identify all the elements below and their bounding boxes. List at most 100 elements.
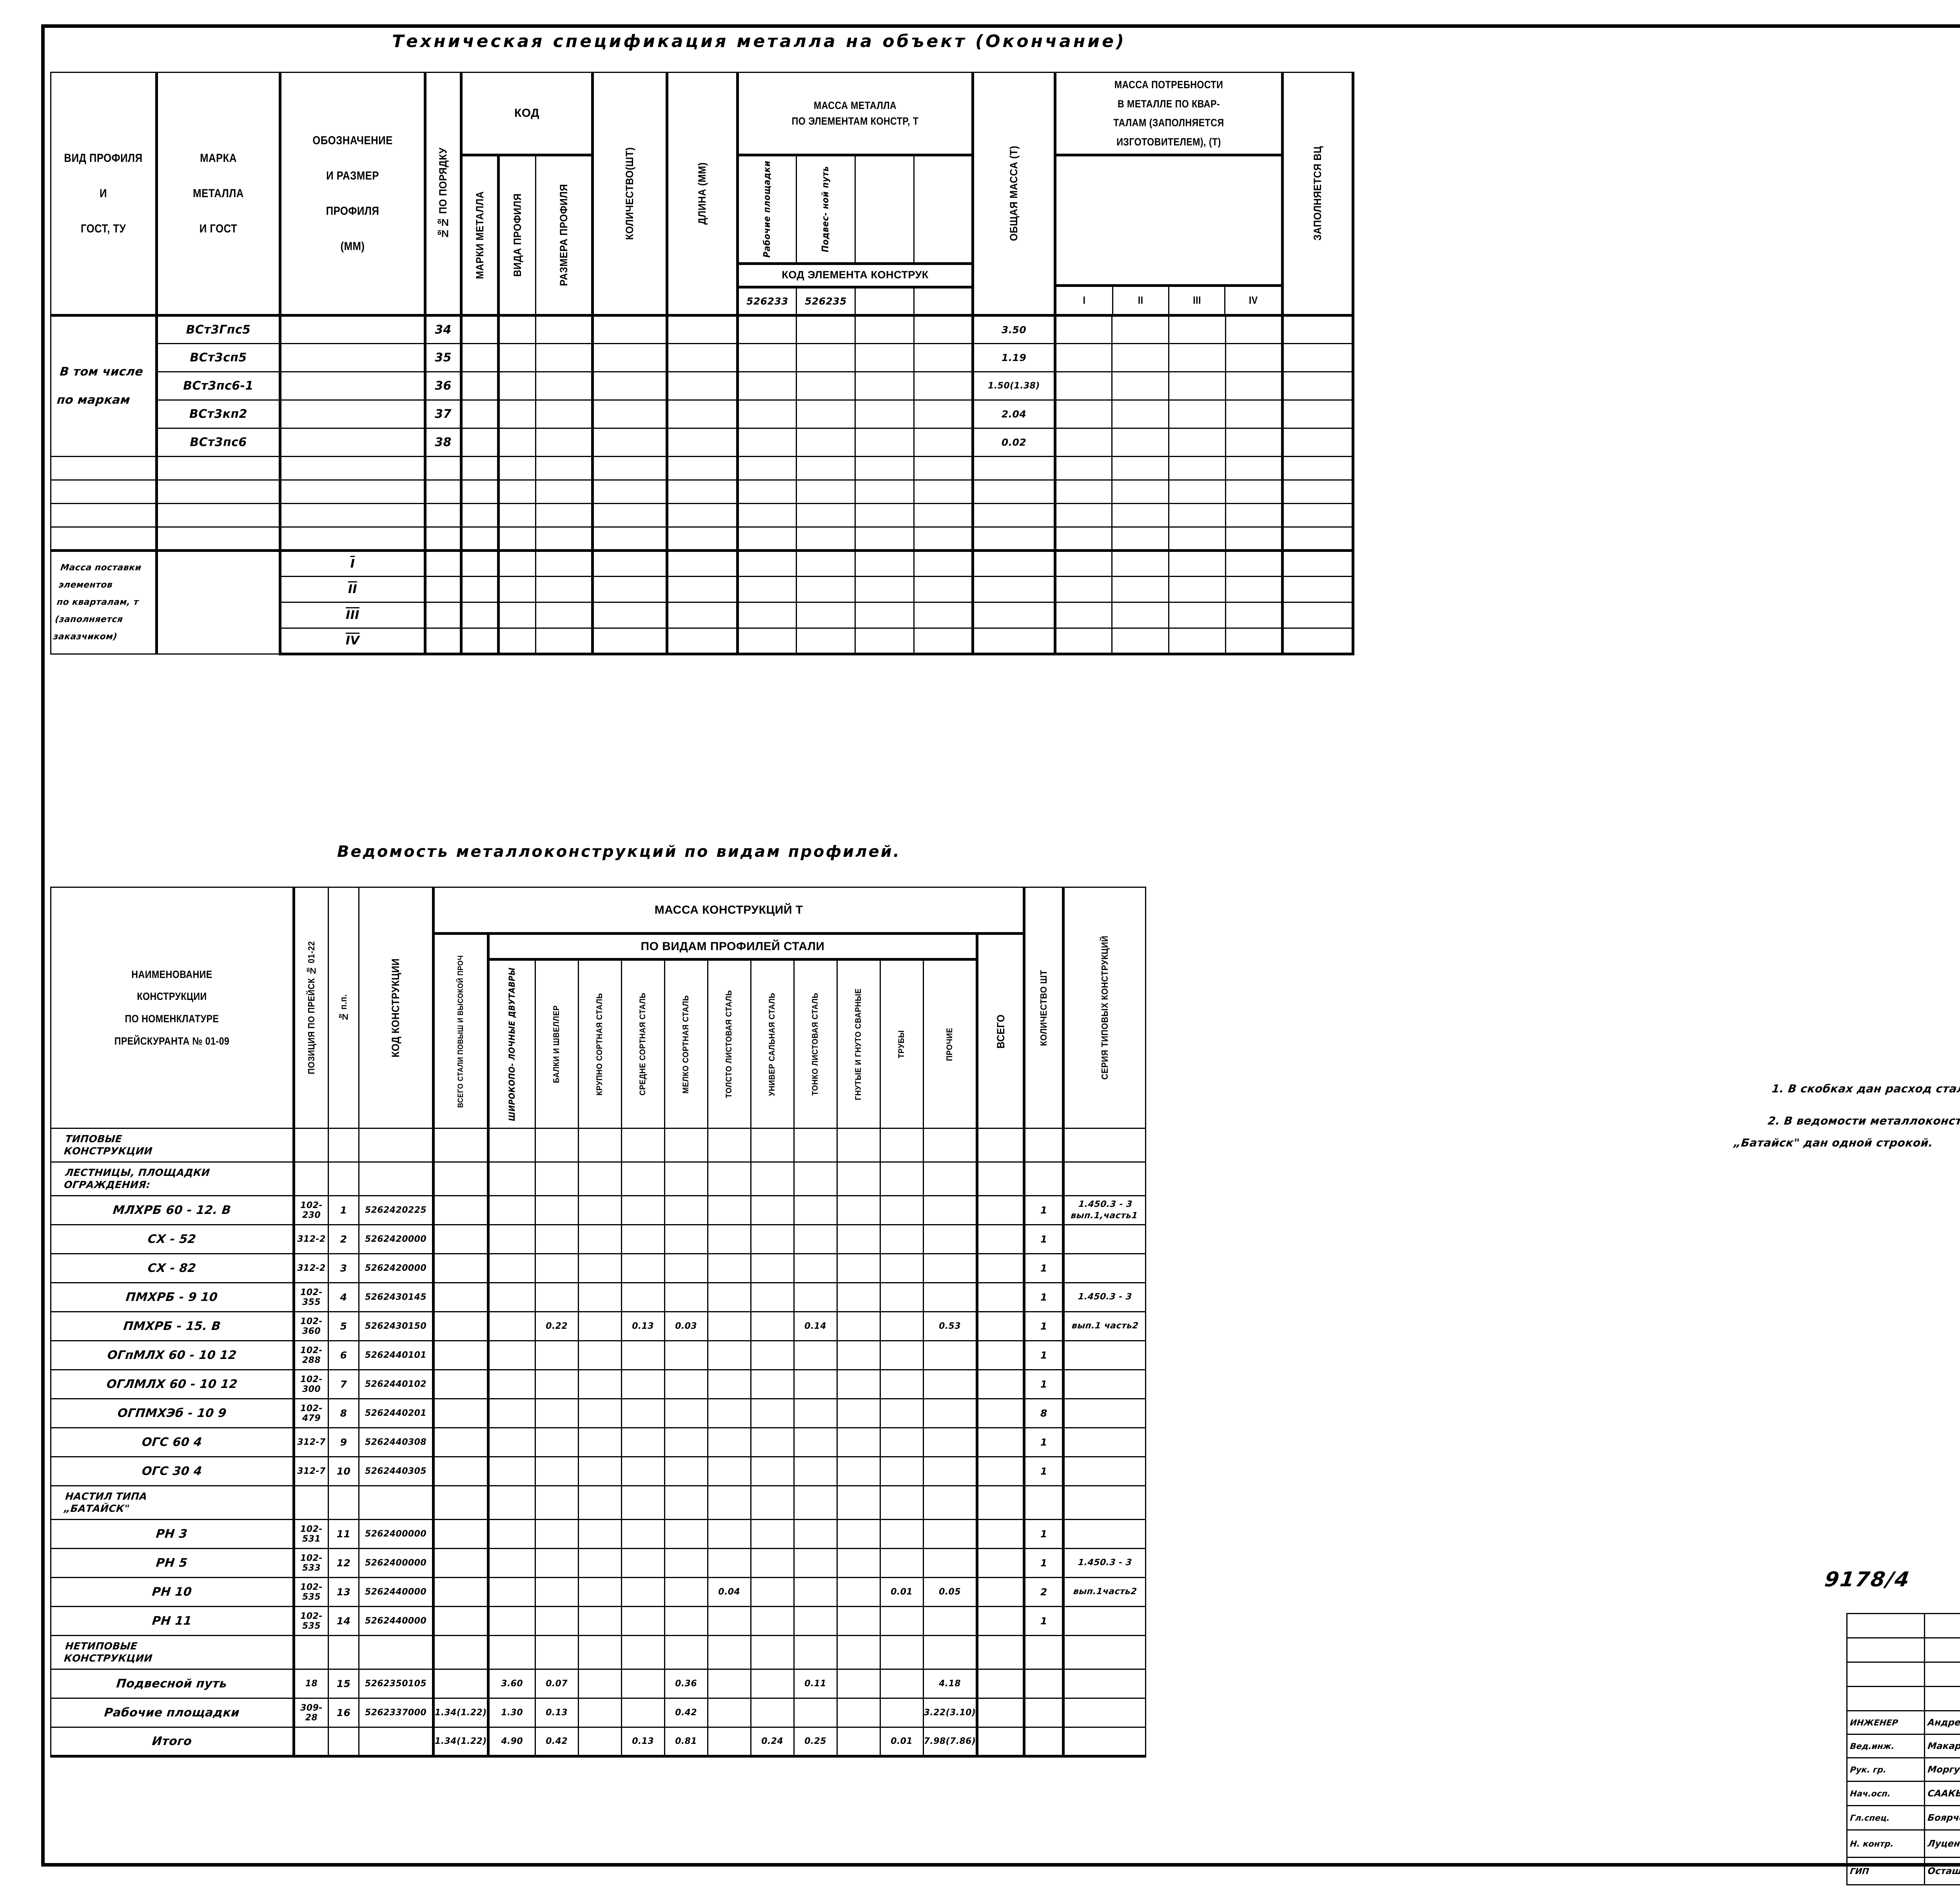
cell-name: МЛХРБ 60 - 12. В bbox=[50, 1195, 295, 1226]
cell-seriya bbox=[1063, 1427, 1147, 1458]
cell-mass-11 bbox=[922, 1161, 978, 1197]
cell-mass-8: 0.25 bbox=[793, 1727, 838, 1758]
cell-mass-9 bbox=[836, 1195, 881, 1226]
header-kod-razmera: РАЗМЕРА ПРОФИЛЯ bbox=[535, 154, 594, 316]
header-elem-blank-3 bbox=[855, 154, 915, 265]
cell-mass-9 bbox=[836, 1253, 881, 1284]
cell-name: ОГС 60 4 bbox=[50, 1427, 295, 1458]
cell-kolichestvo bbox=[1023, 1727, 1065, 1758]
cell-mass-6 bbox=[707, 1253, 751, 1284]
cell-kolichestvo bbox=[1023, 1635, 1065, 1670]
cell-kod: 5262440201 bbox=[358, 1398, 435, 1429]
cell-name: Подвесной путь bbox=[50, 1669, 295, 1699]
sig-name-5: Макарова bbox=[1923, 1734, 1960, 1758]
cell-nn-pp: 16 bbox=[328, 1698, 359, 1728]
cell-mass-1 bbox=[487, 1128, 536, 1163]
cell-mass-9 bbox=[836, 1282, 881, 1313]
cell-mass-12 bbox=[976, 1369, 1025, 1400]
cell-mass-11 bbox=[922, 1548, 978, 1578]
cell-mass-1 bbox=[487, 1253, 536, 1284]
cell-mass-7 bbox=[750, 1161, 795, 1197]
cell-poziciya: 102-533 bbox=[293, 1548, 329, 1578]
cell-seriya bbox=[1063, 1606, 1147, 1636]
cell-mass-12 bbox=[976, 1669, 1025, 1699]
cell-mass-10 bbox=[879, 1195, 924, 1226]
cell-mass-10 bbox=[879, 1548, 924, 1578]
cell-mass-3 bbox=[577, 1577, 622, 1607]
cell-mass-7 bbox=[750, 1519, 795, 1549]
table-row: РН 11 102-535 14 5262440000 1 bbox=[50, 1606, 1147, 1636]
cell-obshchaya-massa: 3.50 bbox=[972, 314, 1056, 344]
cell-mass-1 bbox=[487, 1519, 536, 1549]
cell-mass-5 bbox=[664, 1224, 708, 1255]
cell-mass-12 bbox=[976, 1485, 1025, 1520]
cell-seriya bbox=[1063, 1456, 1147, 1487]
cell-name: ПМХРБ - 9 10 bbox=[50, 1282, 295, 1313]
cell-mass-12 bbox=[976, 1128, 1025, 1163]
cell-nn: 37 bbox=[425, 399, 463, 429]
cell-kolichestvo bbox=[1023, 1161, 1065, 1197]
cell-mass-8 bbox=[793, 1195, 838, 1226]
cell-seriya bbox=[1063, 1669, 1147, 1699]
cell-name: ОГС 30 4 bbox=[50, 1456, 295, 1487]
cell-name: Рабочие площадки bbox=[50, 1698, 295, 1728]
cell-mass-3 bbox=[577, 1606, 622, 1636]
cell-seriya bbox=[1063, 1398, 1147, 1429]
cell-mass-5: 0.42 bbox=[664, 1698, 708, 1728]
header-profile-9: ТРУБЫ bbox=[879, 958, 924, 1129]
cell-nn-pp: 9 bbox=[328, 1427, 359, 1458]
delivery-quarter-1: I bbox=[279, 550, 426, 577]
cell-mass-8 bbox=[793, 1548, 838, 1578]
cell-mass-12 bbox=[976, 1577, 1025, 1607]
table-row bbox=[50, 503, 1354, 528]
cell-marka: ВСт3сп5 bbox=[156, 343, 281, 372]
cell-mass-10 bbox=[879, 1398, 924, 1429]
cell-mass-9 bbox=[836, 1669, 881, 1699]
cell-kod: 5262440308 bbox=[358, 1427, 435, 1458]
sig-role-5: Вед.инж. bbox=[1846, 1734, 1926, 1758]
cell-kod: 5262430150 bbox=[358, 1311, 435, 1342]
header-profile-8: ГНУТЫЕ И ГНУТО СВАРНЫЕ bbox=[836, 958, 881, 1129]
cell-mass-5 bbox=[664, 1635, 708, 1670]
cell-name: ЛЕСТНИЦЫ, ПЛОЩАДКИ ОГРАЖДЕНИЯ: bbox=[50, 1161, 295, 1197]
table-row: Подвесной путь 18 15 5262350105 3.60 0.07 0.36… bbox=[50, 1669, 1147, 1699]
cell-mass-3 bbox=[577, 1398, 622, 1429]
sig-role-1 bbox=[1846, 1637, 1925, 1663]
cell-mass-10 bbox=[879, 1282, 924, 1313]
cell-mass-2 bbox=[534, 1519, 579, 1549]
cell-mass-1 bbox=[487, 1398, 536, 1429]
cell-mass-4 bbox=[621, 1253, 665, 1284]
cell-mass-1 bbox=[487, 1427, 536, 1458]
cell-seriya bbox=[1063, 1340, 1147, 1371]
cell-mass-9 bbox=[836, 1577, 881, 1607]
cell-mass-10 bbox=[879, 1161, 924, 1197]
cell-mass-6 bbox=[707, 1519, 751, 1549]
cell-poziciya: 102-531 bbox=[293, 1519, 329, 1549]
cell-mass-11: 4.18 bbox=[922, 1669, 978, 1699]
cell-seriya bbox=[1063, 1161, 1147, 1197]
table-row: II bbox=[51, 575, 1354, 603]
cell-mass-3 bbox=[577, 1698, 622, 1728]
cell-mass-11 bbox=[922, 1224, 978, 1255]
cell-nn-pp: 11 bbox=[328, 1519, 359, 1549]
cell-name: ОГпМЛХ 60 - 10 12 bbox=[50, 1340, 295, 1371]
cell-mass-11 bbox=[922, 1635, 978, 1670]
cell-mass-5 bbox=[664, 1485, 708, 1520]
cell-mass-3 bbox=[577, 1253, 622, 1284]
cell-mass-4: 0.13 bbox=[621, 1311, 665, 1342]
cell-mass-2: 0.22 bbox=[534, 1311, 579, 1342]
cell-poziciya: 312-2 bbox=[293, 1224, 329, 1255]
header-obshchaya-massa: ОБЩАЯ МАССА (Т) bbox=[972, 72, 1056, 316]
cell-seriya bbox=[1063, 1635, 1147, 1670]
cell-mass-7 bbox=[750, 1635, 795, 1670]
cell-seriya: 1.450.3 - 3 bbox=[1063, 1548, 1147, 1578]
cell-kolichestvo: 8 bbox=[1023, 1398, 1065, 1429]
cell-mass-2 bbox=[534, 1282, 579, 1313]
header-massa-po-elementam: МАССА МЕТАЛЛА ПО ЭЛЕМЕНТАМ КОНСТР, Т bbox=[737, 71, 974, 157]
cell-mass-10 bbox=[879, 1253, 924, 1284]
cell-mass-12 bbox=[976, 1519, 1025, 1549]
cell-mass-1 bbox=[487, 1340, 536, 1371]
cell-mass-2: 0.42 bbox=[534, 1727, 579, 1758]
cell-nn-pp: 15 bbox=[328, 1669, 359, 1699]
profile-table-title: Ведомость металлоконструкций по видам пр… bbox=[337, 843, 901, 861]
